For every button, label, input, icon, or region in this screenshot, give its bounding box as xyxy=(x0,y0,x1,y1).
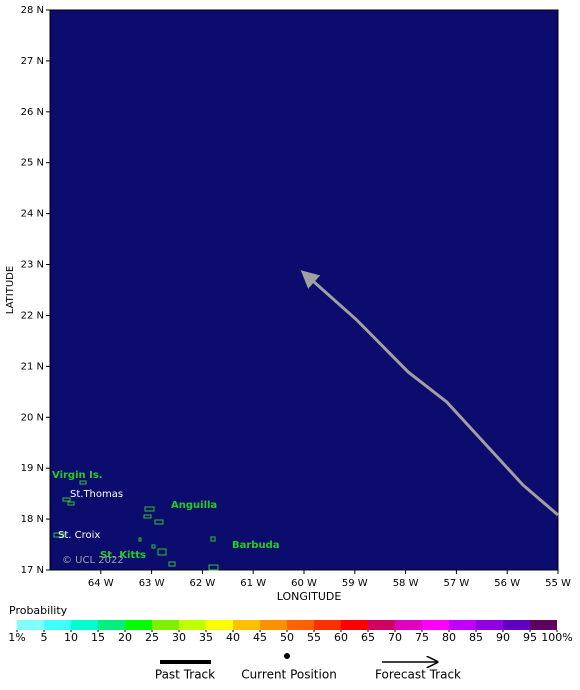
y-tick-label: 28 N xyxy=(21,5,44,16)
colorbar-cell xyxy=(287,620,314,630)
colorbar-label: 50 xyxy=(280,631,294,644)
colorbar-label: 60 xyxy=(334,631,348,644)
colorbar-cell xyxy=(341,620,368,630)
colorbar-cell xyxy=(260,620,287,630)
colorbar-label: 1% xyxy=(8,631,25,644)
colorbar-cell xyxy=(395,620,422,630)
colorbar-label: 35 xyxy=(199,631,213,644)
y-tick-label: 21 N xyxy=(21,361,44,372)
colorbar-label: 15 xyxy=(91,631,105,644)
colorbar-label: 80 xyxy=(442,631,456,644)
y-tick-label: 23 N xyxy=(21,260,44,271)
colorbar-label: 70 xyxy=(388,631,402,644)
colorbar-label: 20 xyxy=(118,631,132,644)
colorbar-label: 95 xyxy=(523,631,537,644)
forecast-track xyxy=(300,270,559,517)
x-tick-label: 55 W xyxy=(545,578,571,589)
colorbar-cell xyxy=(314,620,341,630)
colorbar-cell xyxy=(449,620,476,630)
colorbar-cell xyxy=(206,620,233,630)
map-label: St.Thomas xyxy=(70,489,123,500)
x-tick-label: 56 W xyxy=(494,578,520,589)
colorbar-cell xyxy=(44,620,71,630)
x-tick-label: 64 W xyxy=(88,578,114,589)
y-tick-label: 25 N xyxy=(21,158,44,169)
colorbar-label: 45 xyxy=(253,631,267,644)
colorbar-label: 5 xyxy=(41,631,48,644)
colorbar-cell xyxy=(152,620,179,630)
x-tick-label: 57 W xyxy=(444,578,470,589)
y-tick-label: 18 N xyxy=(21,514,44,525)
x-tick-label: 59 W xyxy=(342,578,368,589)
y-tick-label: 20 N xyxy=(21,412,44,423)
colorbar-cell xyxy=(71,620,98,630)
colorbar-cell xyxy=(179,620,206,630)
map-label: © UCL 2022 xyxy=(62,555,124,566)
x-tick-label: 61 W xyxy=(240,578,266,589)
colorbar-label: 90 xyxy=(496,631,510,644)
x-axis-label: LONGITUDE xyxy=(277,590,342,603)
colorbar-label: 25 xyxy=(145,631,159,644)
colorbar-cell xyxy=(503,620,530,630)
colorbar-cell xyxy=(125,620,152,630)
y-tick-label: 24 N xyxy=(21,209,44,220)
y-tick-label: 17 N xyxy=(21,565,44,576)
y-tick-label: 26 N xyxy=(21,107,44,118)
x-tick-label: 60 W xyxy=(291,578,317,589)
map-label: St. Kitts xyxy=(100,550,146,561)
colorbar-label: 55 xyxy=(307,631,321,644)
legend-label: Forecast Track xyxy=(375,668,461,682)
map-label: St. Croix xyxy=(58,530,100,541)
x-tick-label: 58 W xyxy=(393,578,419,589)
colorbar-cell xyxy=(98,620,125,630)
colorbar-label: 75 xyxy=(415,631,429,644)
legend-label: Past Track xyxy=(155,668,215,682)
map-label: Virgin Is. xyxy=(52,470,103,481)
current-position-symbol xyxy=(284,653,290,659)
colorbar-label: 30 xyxy=(172,631,186,644)
colorbar-label: 85 xyxy=(469,631,483,644)
map-label: Anguilla xyxy=(171,500,217,511)
y-tick-label: 22 N xyxy=(21,310,44,321)
colorbar-cell xyxy=(530,620,557,630)
colorbar-cell xyxy=(17,620,44,630)
colorbar-title: Probability xyxy=(9,604,68,617)
colorbar-cell xyxy=(233,620,260,630)
legend-label: Current Position xyxy=(241,668,337,682)
colorbar-label: 40 xyxy=(226,631,240,644)
islands xyxy=(53,480,219,571)
colorbar-label: 100% xyxy=(541,631,572,644)
x-tick-label: 63 W xyxy=(139,578,165,589)
colorbar-label: 65 xyxy=(361,631,375,644)
map-background xyxy=(49,9,559,571)
colorbar-cell xyxy=(422,620,449,630)
colorbar-label: 10 xyxy=(64,631,78,644)
y-axis-label: LATITUDE xyxy=(5,266,16,314)
y-tick-label: 19 N xyxy=(21,463,44,474)
colorbar-cell xyxy=(476,620,503,630)
colorbar-cell xyxy=(368,620,395,630)
x-tick-label: 62 W xyxy=(190,578,216,589)
map-label: Barbuda xyxy=(232,540,280,551)
y-tick-label: 27 N xyxy=(21,56,44,67)
